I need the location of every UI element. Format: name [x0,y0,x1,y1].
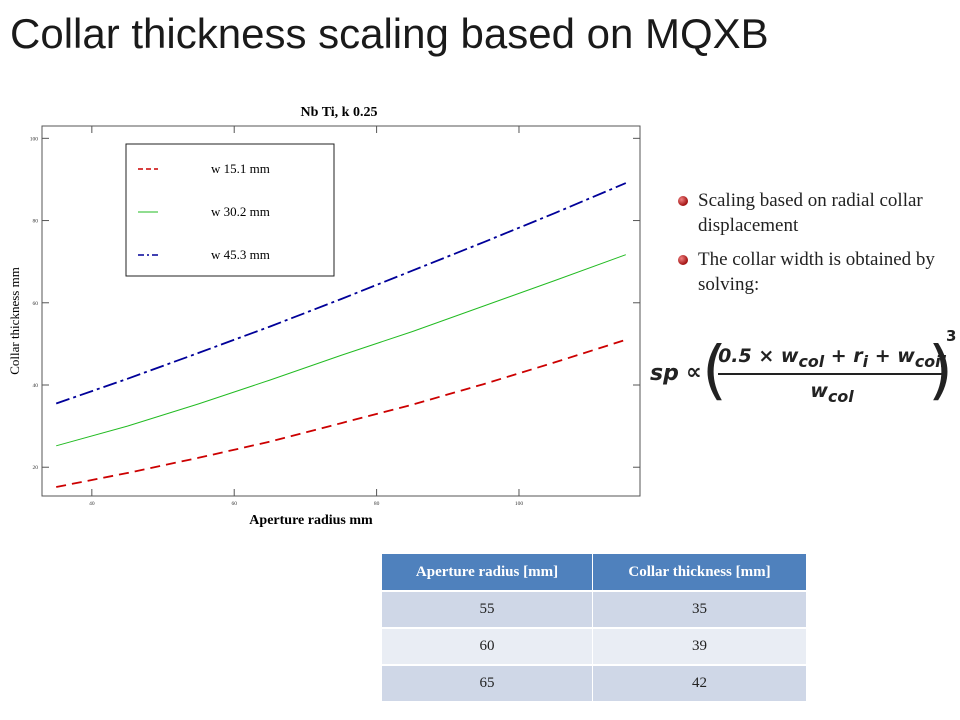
y-tick-label: 80 [33,219,39,225]
formula-numerator: 0.5 × wcol + ri + wcoil [716,345,948,371]
table-cell: 42 [592,664,807,701]
table-header-aperture: Aperture radius [mm] [382,554,593,591]
table-cell: 65 [382,664,593,701]
formula-fraction-bar [718,373,946,375]
plot-frame [41,125,641,497]
formula-denominator: wcol [716,380,948,406]
table-cell: 60 [382,627,593,665]
bullet-dot-icon [678,196,688,206]
legend-entry-1: w 15.1 mm [211,161,270,176]
formula-right-paren: ) [928,334,953,408]
formula-subscript: coil [914,351,946,371]
y-tick-label: 60 [33,301,39,307]
table-row: 65 42 [382,664,807,701]
bullet-text: Scaling based on radial collar displacem… [698,190,923,236]
formula-subscript: col [827,386,854,406]
collar-thickness-chart: Nb Ti, k 0.25 40 60 80 100 20 40 60 80 100 Apertur… [7,105,641,528]
x-tick-label: 40 [89,501,95,507]
x-tick-label: 60 [231,501,237,507]
legend-box [125,143,335,277]
table-row: 55 35 [382,590,807,628]
formula-left-paren: ( [702,334,727,408]
x-axis-label: Aperture radius mm [249,513,373,528]
table-cell: 35 [592,590,807,628]
table-cell: 39 [592,627,807,665]
x-tick-label: 100 [515,501,524,507]
y-tick-label: 100 [30,136,39,142]
bullet-item: The collar width is obtained by solving: [678,247,958,297]
formula-term: w [810,380,828,402]
formula-term: + w [868,345,915,367]
slide-title: Collar thickness scaling based on MQXB [10,10,769,57]
bullet-text: The collar width is obtained by solving: [698,249,935,295]
y-axis-label: Collar thickness mm [7,267,22,375]
x-tick-label: 80 [374,501,380,507]
bullet-item: Scaling based on radial collar displacem… [678,188,958,238]
y-tick-label: 20 [33,465,39,471]
series-line-1 [56,338,627,488]
table-cell: 55 [382,590,593,628]
table-header-collar: Collar thickness [mm] [592,554,807,591]
bullet-dot-icon [678,255,688,265]
formula-proportional-symbol: ∝ [686,360,702,385]
formula-term: 0.5 × w [718,345,799,367]
chart-title: Nb Ti, k 0.25 [301,105,378,120]
bullet-list: Scaling based on radial collar displacem… [678,188,958,306]
collar-formula: sp ∝ ( 0.5 × wcol + ri + wcoil wcol ) 3 [650,327,956,413]
formula-lhs: sp [650,361,679,386]
series-line-2 [56,254,626,447]
table-row: 60 39 [382,627,807,665]
formula-term: + r [824,345,863,367]
aperture-collar-table: Aperture radius [mm] Collar thickness [m… [382,554,807,701]
table-header-row: Aperture radius [mm] Collar thickness [m… [382,554,807,591]
legend-entry-3: w 45.3 mm [211,247,270,262]
legend-entry-2: w 30.2 mm [211,204,270,219]
series-line-3 [55,182,627,405]
formula-exponent: 3 [946,327,957,345]
formula-subscript: col [798,351,825,371]
y-tick-label: 40 [33,383,39,389]
formula-subscript: i [862,351,869,371]
